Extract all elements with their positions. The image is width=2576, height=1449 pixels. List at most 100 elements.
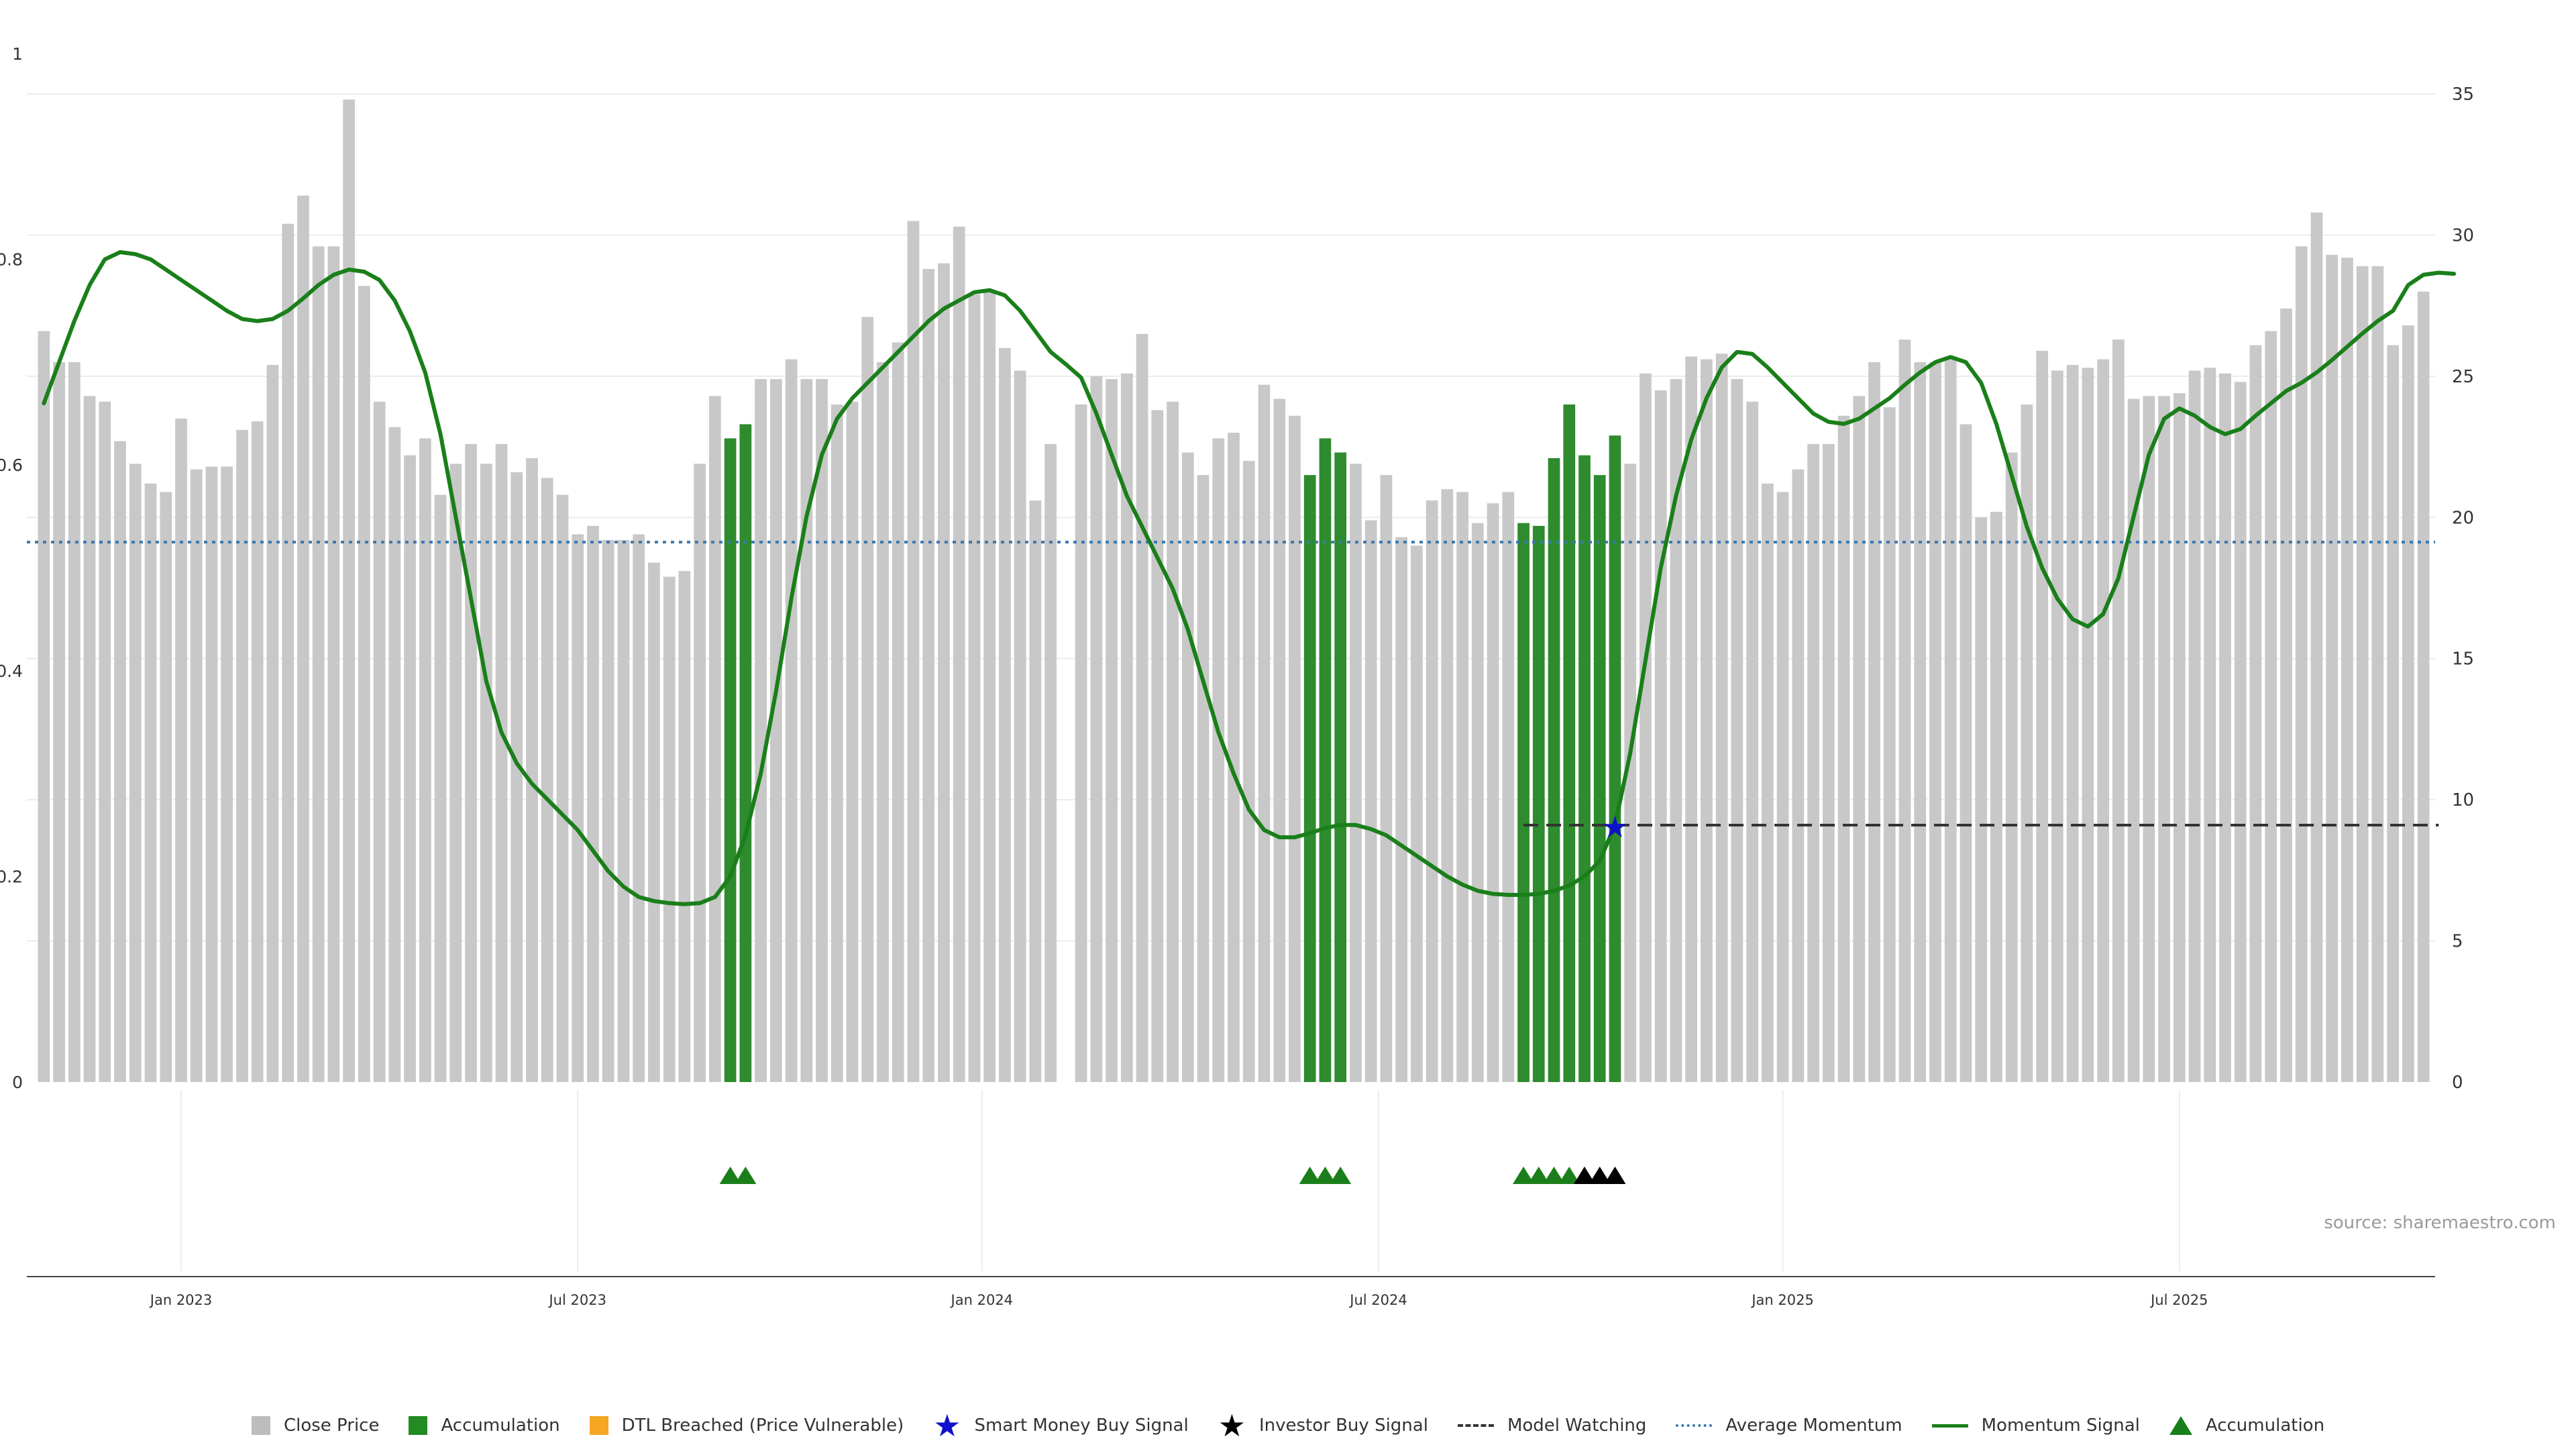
accumulation-triangle (1558, 1167, 1580, 1184)
legend-swatch (1676, 1424, 1713, 1427)
bar-close-price (1441, 489, 1454, 1082)
bar-close-price (1929, 362, 1941, 1083)
legend-item: ★ Smart Money Buy Signal (933, 1407, 1188, 1444)
bar-close-price (2021, 404, 2033, 1082)
accumulation-triangle (1543, 1167, 1565, 1184)
bar-close-price (1471, 523, 1484, 1082)
bar-accumulation (1319, 438, 1332, 1082)
bar-close-price (434, 494, 447, 1082)
bar-close-price (1228, 433, 1240, 1082)
bar-close-price (205, 466, 218, 1082)
bar-close-price (769, 379, 782, 1083)
legend-swatch (1457, 1424, 1494, 1427)
accumulation-triangle (1299, 1167, 1321, 1184)
bar-close-price (678, 571, 691, 1082)
legend-label: Investor Buy Signal (1258, 1415, 1428, 1436)
bar-close-price (1258, 384, 1271, 1082)
bar-close-price (1640, 373, 1652, 1082)
bar-close-price (404, 455, 416, 1082)
legend-swatch (1931, 1424, 1968, 1428)
bar-close-price (953, 226, 965, 1082)
y-right-tick-label: 5 (2452, 932, 2463, 952)
accumulation-triangle (735, 1167, 757, 1184)
bar-close-price (1410, 545, 1423, 1082)
investor-buy-triangle (1573, 1167, 1595, 1184)
legend-label: Accumulation (2205, 1415, 2325, 1436)
bar-accumulation (1578, 455, 1591, 1082)
bar-accumulation (739, 424, 752, 1082)
bar-close-price (1029, 500, 1042, 1082)
accumulation-triangle (1314, 1167, 1336, 1184)
legend-swatch (251, 1416, 270, 1435)
legend-swatch (589, 1416, 608, 1435)
bar-close-price (2219, 373, 2231, 1082)
y-left-tick-label: 1 (12, 44, 23, 64)
bar-close-price (373, 401, 386, 1082)
bar-close-price (2051, 370, 2063, 1083)
y-left-tick-label: 0.8 (0, 250, 23, 270)
smart-money-star: ★ (1602, 810, 1628, 845)
bar-close-price (1853, 396, 1866, 1082)
legend-label: DTL Breached (Price Vulnerable) (621, 1415, 904, 1436)
bar-close-price (2387, 345, 2400, 1082)
bar-close-price (1106, 379, 1118, 1083)
bar-accumulation (1303, 475, 1316, 1082)
bar-close-price (2341, 258, 2353, 1082)
legend-star-icon: ★ (933, 1407, 961, 1444)
bar-close-price (2280, 308, 2292, 1082)
bar-close-price (800, 379, 813, 1083)
bar-close-price (892, 342, 904, 1083)
accumulation-triangle (1527, 1167, 1550, 1184)
bar-close-price (1364, 520, 1377, 1082)
bar-close-price (1944, 356, 1957, 1082)
bar-close-price (861, 317, 874, 1082)
line-series (27, 250, 2457, 906)
bar-close-price (1624, 464, 1637, 1082)
bar-close-price (709, 396, 721, 1082)
bar-close-price (144, 483, 157, 1082)
bar-accumulation (1563, 404, 1576, 1082)
legend-item: ★ Investor Buy Signal (1218, 1410, 1428, 1441)
bar-close-price (1380, 475, 1393, 1082)
bar-accumulation (1609, 435, 1621, 1082)
y-left-tick-label: 0.6 (0, 455, 23, 475)
legend-triangle-icon (2169, 1416, 2192, 1435)
y-left-tick-label: 0 (12, 1073, 23, 1092)
bar-close-price (2097, 359, 2109, 1082)
legend-label: Momentum Signal (1981, 1415, 2140, 1436)
bar-accumulation (1548, 458, 1560, 1082)
y-right-tick-label: 0 (2452, 1073, 2463, 1093)
bar-close-price (2295, 246, 2308, 1083)
bar-close-price (1654, 390, 1667, 1082)
bar-close-price (1350, 464, 1362, 1082)
bar-close-price (1502, 492, 1515, 1082)
signal-markers: ★ (719, 810, 1628, 1184)
bar-close-price (2356, 266, 2369, 1082)
accumulation-triangle (719, 1167, 741, 1184)
chart-legend: Close Price Accumulation DTL Breached (Pri… (0, 1407, 2576, 1444)
bar-close-price (68, 362, 80, 1083)
accumulation-triangle (1513, 1167, 1535, 1184)
investor-buy-triangle (1604, 1167, 1626, 1184)
bar-close-price (114, 441, 126, 1082)
y-right-tick-label: 30 (2452, 225, 2474, 246)
bar-close-price (1426, 500, 1438, 1082)
bar-close-price (1014, 370, 1026, 1083)
legend-item: Close Price (251, 1415, 379, 1436)
bar-close-price (1807, 443, 1819, 1082)
bar-series-close-price (38, 99, 2430, 1083)
bar-close-price (129, 464, 142, 1082)
legend-item: Accumulation (409, 1415, 560, 1436)
bar-close-price (1151, 410, 1164, 1082)
bar-close-price (1761, 483, 1774, 1082)
bar-close-price (816, 379, 828, 1083)
bar-close-price (2310, 212, 2323, 1082)
bar-close-price (1898, 339, 1911, 1082)
bar-close-price (877, 362, 889, 1083)
bar-accumulation (1334, 452, 1347, 1082)
bar-close-price (1181, 452, 1194, 1082)
bar-close-price (1487, 503, 1499, 1082)
bar-close-price (1960, 424, 1972, 1082)
accumulation-triangle (1330, 1167, 1352, 1184)
